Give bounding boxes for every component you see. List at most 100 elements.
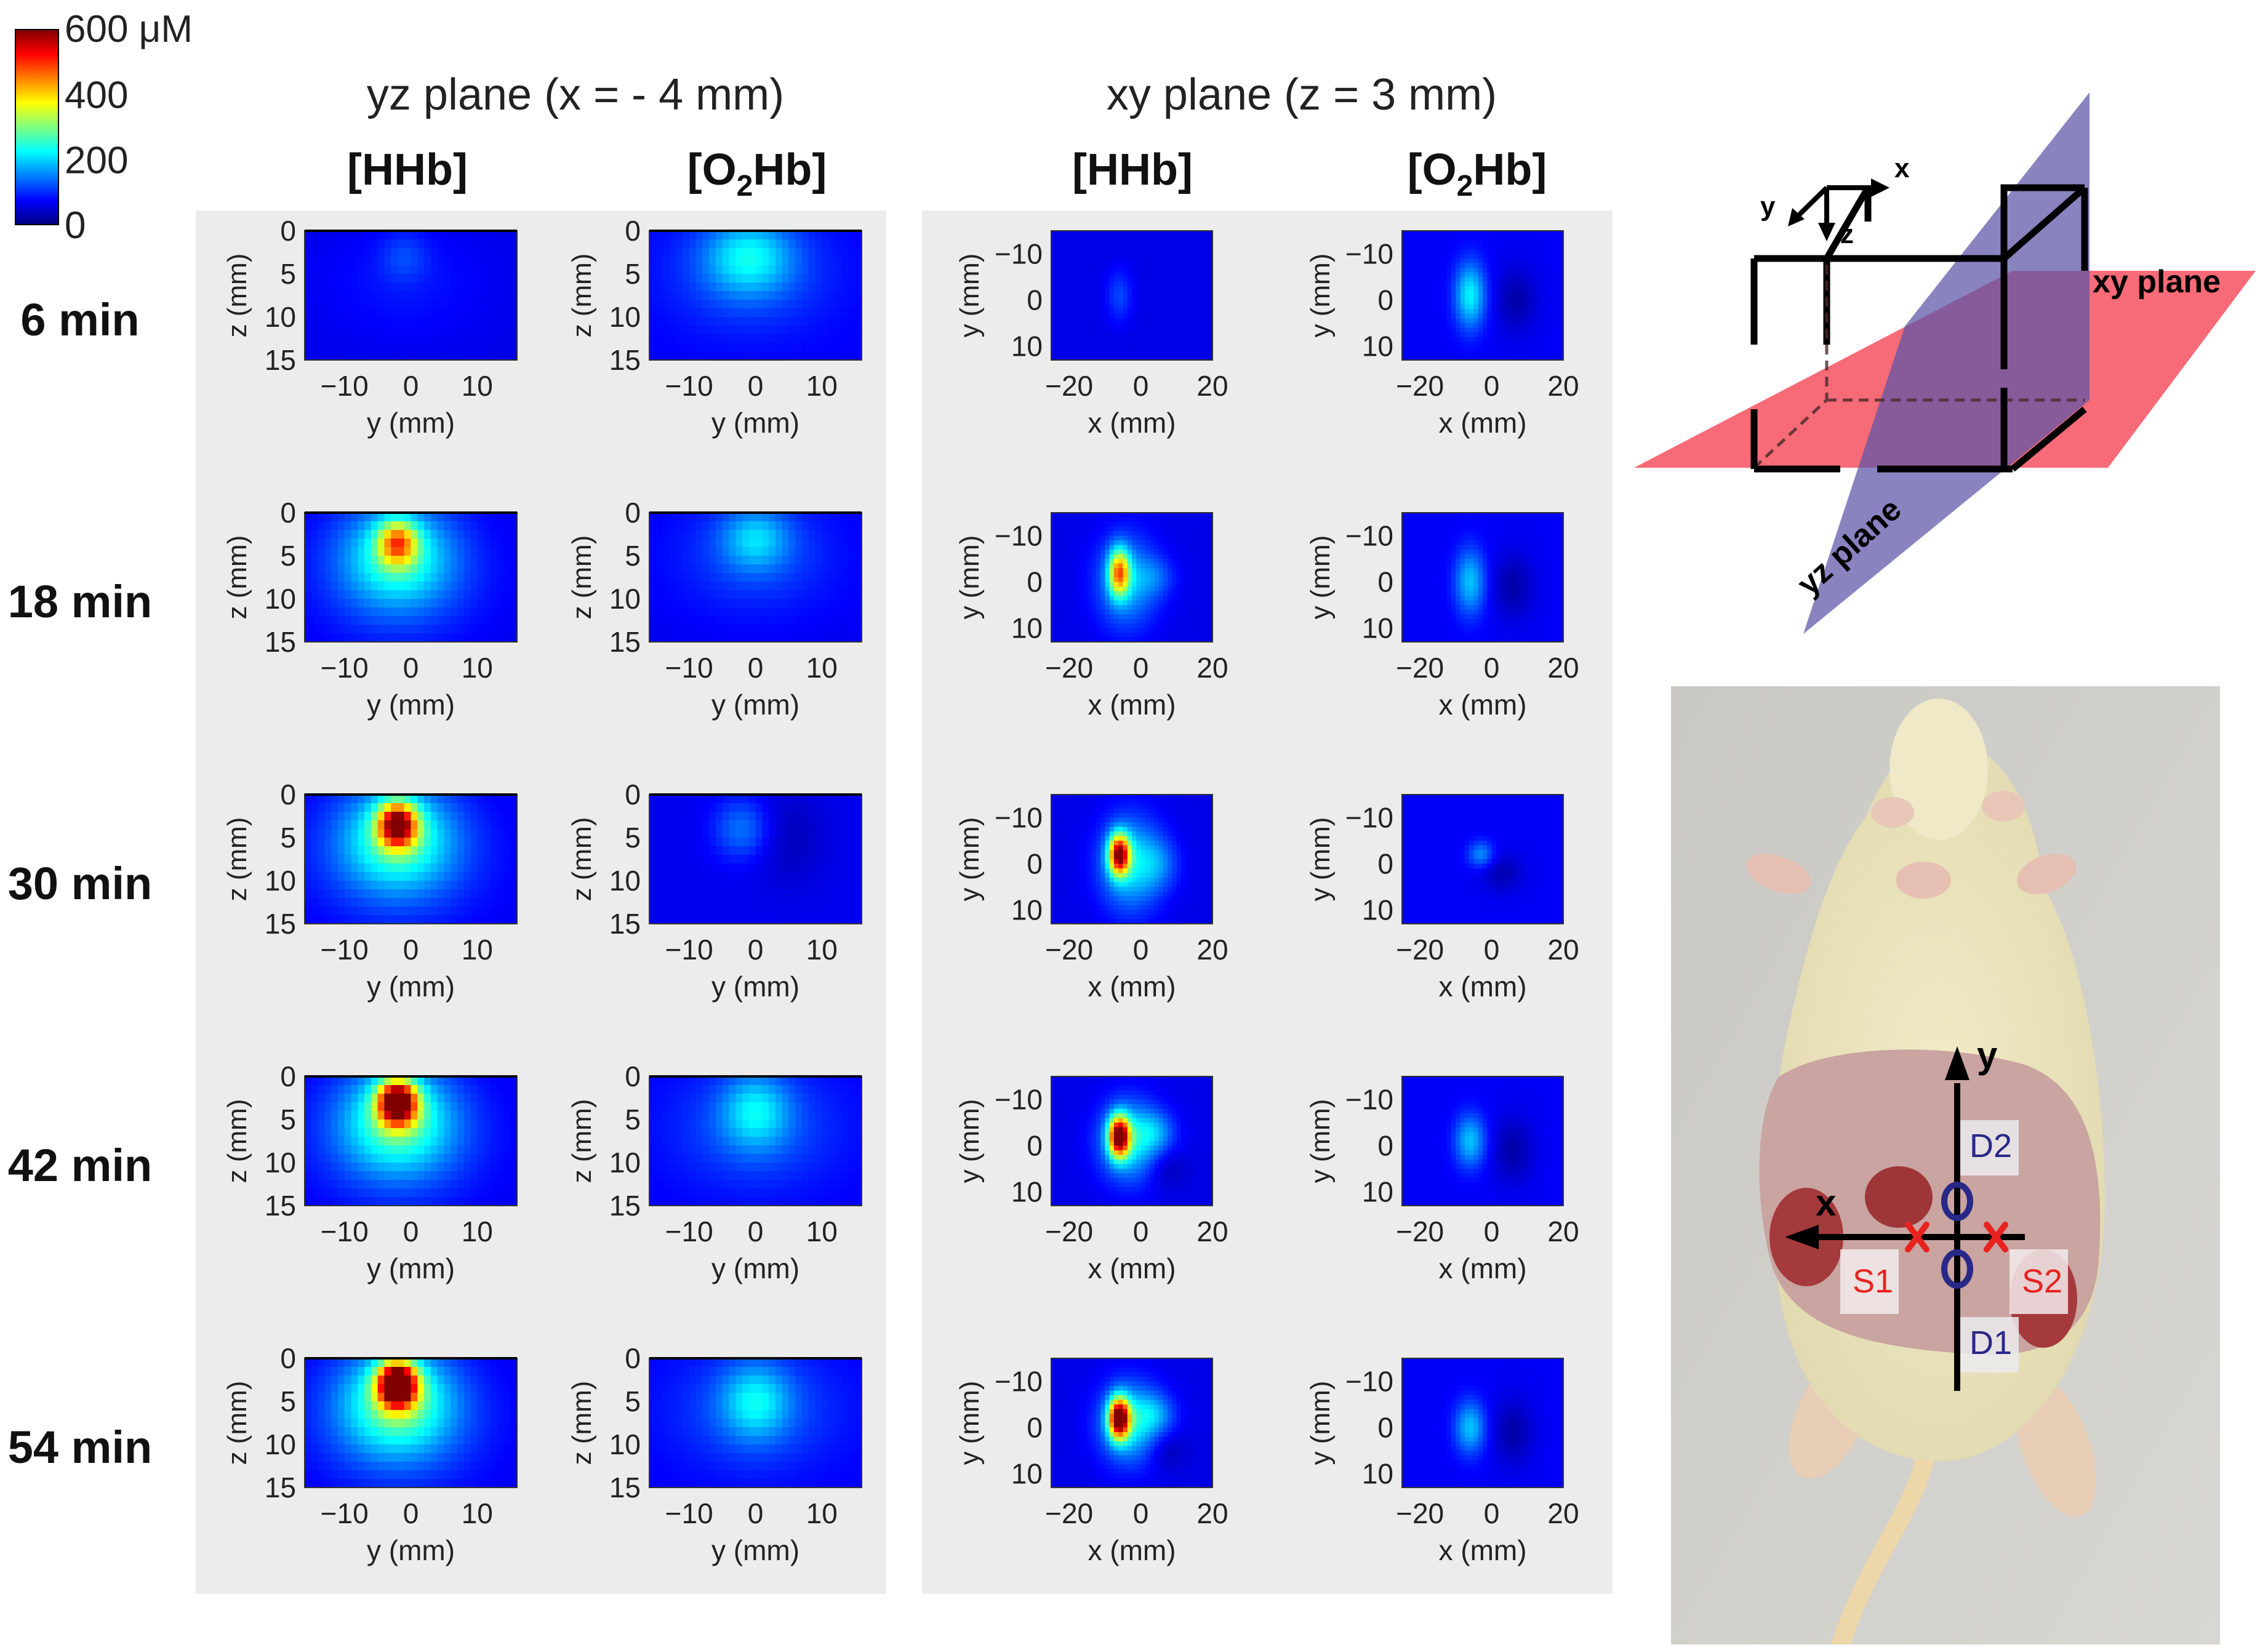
heatmap-cell <box>689 257 697 266</box>
heatmap-cell <box>1082 633 1088 638</box>
heatmap-cell <box>1415 351 1421 356</box>
heatmap-cell <box>655 573 663 582</box>
heatmap-cell <box>1442 332 1448 338</box>
heatmap-cell <box>729 625 736 634</box>
heatmap-cell <box>1176 619 1182 624</box>
heatmap-cell <box>377 282 385 292</box>
heatmap-cell <box>1163 327 1168 333</box>
heatmap-cell <box>1513 355 1519 361</box>
heatmap-cell <box>1181 587 1186 592</box>
heatmap-cell <box>662 343 670 352</box>
heatmap-cell <box>1060 591 1065 596</box>
heatmap-cell <box>510 351 518 361</box>
heatmap-cell <box>1136 531 1142 537</box>
heatmap-cell <box>1105 517 1110 523</box>
heatmap-cell <box>490 317 498 326</box>
heatmap-cell <box>1203 605 1209 611</box>
heatmap-cell <box>1051 332 1056 338</box>
heatmap-cell <box>358 564 365 574</box>
heatmap-cell <box>662 599 670 608</box>
heatmap-cell <box>1487 268 1493 273</box>
heatmap-cell <box>1208 244 1213 250</box>
heatmap-cell <box>1096 587 1101 592</box>
heatmap-cell <box>669 326 676 335</box>
heatmap-cell <box>689 547 697 556</box>
heatmap-cell <box>1464 290 1470 296</box>
heatmap-cell <box>1532 231 1537 236</box>
heatmap-cell <box>457 291 465 300</box>
heatmap-cell <box>497 607 505 617</box>
heatmap-cell <box>828 625 836 634</box>
heatmap-cell <box>1073 619 1079 624</box>
heatmap-cell <box>1518 290 1524 296</box>
heatmap-cell <box>437 599 445 608</box>
heatmap-cell <box>782 308 790 318</box>
heatmap-cell <box>1132 244 1137 250</box>
heatmap-cell <box>1473 355 1479 361</box>
heatmap-cell <box>1056 605 1061 611</box>
heatmap-cell <box>397 513 405 522</box>
heatmap-cell <box>1491 249 1497 255</box>
heatmap-cell <box>510 248 518 257</box>
heatmap-cell <box>1429 327 1434 333</box>
x-tick-label: 10 <box>806 370 838 402</box>
heatmap-cell <box>755 616 763 625</box>
heatmap-cell <box>828 326 836 335</box>
heatmap-cell <box>1424 351 1430 356</box>
heatmap-cell <box>788 633 796 643</box>
heatmap-cell <box>411 317 418 326</box>
heatmap-cell <box>1096 254 1101 259</box>
heatmap-cell <box>1078 531 1083 537</box>
heatmap-cell <box>1091 323 1097 329</box>
heatmap-cell <box>1483 346 1488 351</box>
heatmap-cell <box>364 300 372 309</box>
heatmap-cell <box>411 607 418 617</box>
heatmap-cell <box>384 573 391 582</box>
heatmap-cell <box>503 573 511 582</box>
heatmap-cell <box>1176 258 1182 264</box>
heatmap-cell <box>775 282 783 292</box>
heatmap-cell <box>682 265 690 274</box>
heatmap-cell <box>1118 559 1124 564</box>
heatmap-cell <box>358 308 365 318</box>
heatmap-cell <box>848 326 856 335</box>
heatmap-cell <box>788 326 796 335</box>
heatmap-cell <box>762 564 769 574</box>
heatmap-cell <box>1064 628 1070 633</box>
heatmap-cell <box>457 300 465 309</box>
heatmap-cell <box>417 317 425 326</box>
heatmap-cell <box>676 351 683 361</box>
heatmap-cell <box>1456 235 1461 241</box>
heatmap-cell <box>1073 318 1079 324</box>
heatmap-cell <box>1469 351 1475 356</box>
heatmap-cell <box>782 248 790 257</box>
heatmap-cell <box>1420 290 1425 296</box>
heatmap-cell <box>391 513 398 522</box>
heatmap-cell <box>503 274 511 283</box>
heatmap-cell <box>490 521 498 531</box>
heatmap-cell <box>1056 572 1061 578</box>
heatmap-cell <box>1527 244 1533 250</box>
heatmap-cell <box>1483 305 1488 310</box>
heatmap-cell <box>682 257 690 266</box>
heatmap-cell <box>1056 600 1061 606</box>
heatmap-cell <box>1060 619 1065 624</box>
heatmap-cell <box>463 599 471 608</box>
heatmap-cell <box>1105 577 1110 583</box>
heatmap-cell <box>1541 268 1546 273</box>
heatmap-cell <box>1523 295 1528 301</box>
heatmap-cell <box>1105 263 1110 268</box>
heatmap-cell <box>835 607 843 617</box>
heatmap-cell <box>1194 517 1200 523</box>
heatmap-cell <box>1096 535 1101 541</box>
heatmap-cell <box>1100 614 1105 620</box>
heatmap-cell <box>1505 305 1510 310</box>
heatmap-cell <box>769 257 776 266</box>
heatmap-cell <box>1154 342 1160 347</box>
heatmap-cell <box>1190 244 1195 250</box>
heatmap-cell <box>1541 332 1546 338</box>
heatmap-cell <box>1056 254 1061 259</box>
heatmap-cell <box>1438 240 1443 246</box>
heatmap-cell <box>1069 587 1074 592</box>
heatmap-cell <box>1069 600 1074 606</box>
